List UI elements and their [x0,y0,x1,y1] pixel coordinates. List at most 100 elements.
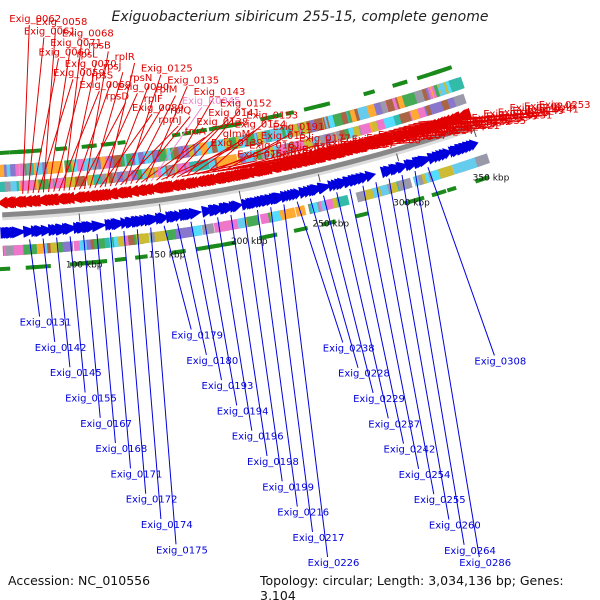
leader-line [270,207,313,532]
gene-label: Exig_R0045 [182,96,241,107]
scale-label: 200 kbp [231,237,268,247]
gene-label: Exig_0219 [445,119,497,130]
leader-line [217,217,253,431]
gene-label: rpsB [88,40,111,51]
leader-line [120,125,179,186]
feature-mark [456,107,473,120]
gene-label: Exig_0154 [235,120,287,131]
gene-label: Exig_0228 [338,369,390,380]
gene-label: Exig_0090 [117,82,169,93]
feature-mark [474,153,490,168]
genome-summary-text: Topology: circular; Length: 3,034,136 bp… [260,573,564,600]
leader-line [263,150,363,163]
leader-line [104,62,136,187]
feature-mark [120,217,131,230]
leader-line [247,144,320,166]
feature-mark [106,141,116,147]
feature-mark [22,225,39,238]
feature-mark [191,225,203,237]
feature-mark [468,139,479,151]
leader-line [42,28,57,193]
feature-mark [27,148,42,154]
gene-label: Exig_0143 [194,87,246,98]
gene-label: Exig_0234 [457,115,509,126]
feature-mark [180,176,196,189]
gene-label: Exig_0253 [539,100,591,111]
feature-mark [134,254,148,260]
gene-label: rpsS [91,71,113,82]
gene-label: Exig_0172 [126,495,178,506]
gene-label: Exig_0131 [20,318,72,329]
gene-label: Exig_0255 [414,495,466,506]
gene-label: Exig_0203 [393,129,445,140]
leader-line [42,238,56,342]
leader-line [29,239,41,317]
leader-line [123,230,147,494]
genome-backbone [2,123,474,218]
feature-mark [38,264,51,269]
leader-line [222,158,311,171]
gene-label: Exig_0089 [132,103,184,114]
leader-line [191,130,255,176]
leader-line [84,51,109,189]
feature-mark [442,65,453,72]
gene-label: truA [185,126,206,137]
gene-label: Exig_0209 [366,133,418,144]
backbone-shadow [2,127,475,221]
gene-label: Exig_0199 [262,482,314,493]
scale-label: 250 kbp [312,220,349,230]
feature-mark [303,105,315,112]
gene-label: Exig_0178 [316,144,368,155]
gene-label: Exig_0233 [472,113,524,124]
leader-line [130,95,176,184]
gene-label: Exig_0171 [111,469,163,480]
leader-line [349,188,404,444]
gene-label: Exig_0207 [395,131,447,142]
leader-line [414,171,480,558]
feature-mark [429,100,446,115]
gene-label: glmM [223,129,251,140]
gene-label: Exig_0191 [273,122,325,133]
leader-line [296,201,344,343]
leader-line [163,225,192,330]
gene-label: Exig_0221 [448,121,500,132]
feature-mark [112,218,128,231]
leader-line [125,74,162,185]
gene-label: Exig_0241 [527,105,579,116]
gene-label: Exig_0155 [65,394,117,405]
gene-label: Exig_0177 [299,134,351,145]
gene-label: Exig_0071 [50,38,102,49]
gene-label: Exig_0197 [343,140,395,151]
gene-label: Exig_0167 [80,419,132,430]
gene-label: Exig_0214 [422,126,474,137]
feature-mark [117,140,126,145]
feature-mark [0,266,11,272]
gene-label: Exig_0231 [501,110,553,121]
gene-label: Exig_0173 [290,148,342,159]
leader-line [73,81,112,190]
feature-mark [363,89,376,97]
feature-mark [154,230,169,242]
leader-line [207,120,267,173]
leader-line [56,237,71,368]
leader-line [37,79,74,193]
feature-mark [279,207,297,221]
leader-line [69,236,86,393]
gene-label: Exig_0157 [264,151,316,162]
gene-label: Exig_0217 [293,533,345,544]
gene-label: Exig_0240 [510,103,562,114]
gene-label: Exig_0145 [50,368,102,379]
feature-mark [431,189,447,198]
leader-line [145,86,188,182]
feature-mark [232,200,243,213]
leader-line [135,116,191,184]
leader-line [323,195,374,394]
feature-mark [437,165,455,179]
leader-line [99,113,153,188]
leader-line [63,39,83,191]
scale-tick [317,174,321,183]
gene-label: Exig_0061 [24,26,76,37]
leader-line [166,97,215,180]
gene-label: Exig_0169 [275,149,327,160]
